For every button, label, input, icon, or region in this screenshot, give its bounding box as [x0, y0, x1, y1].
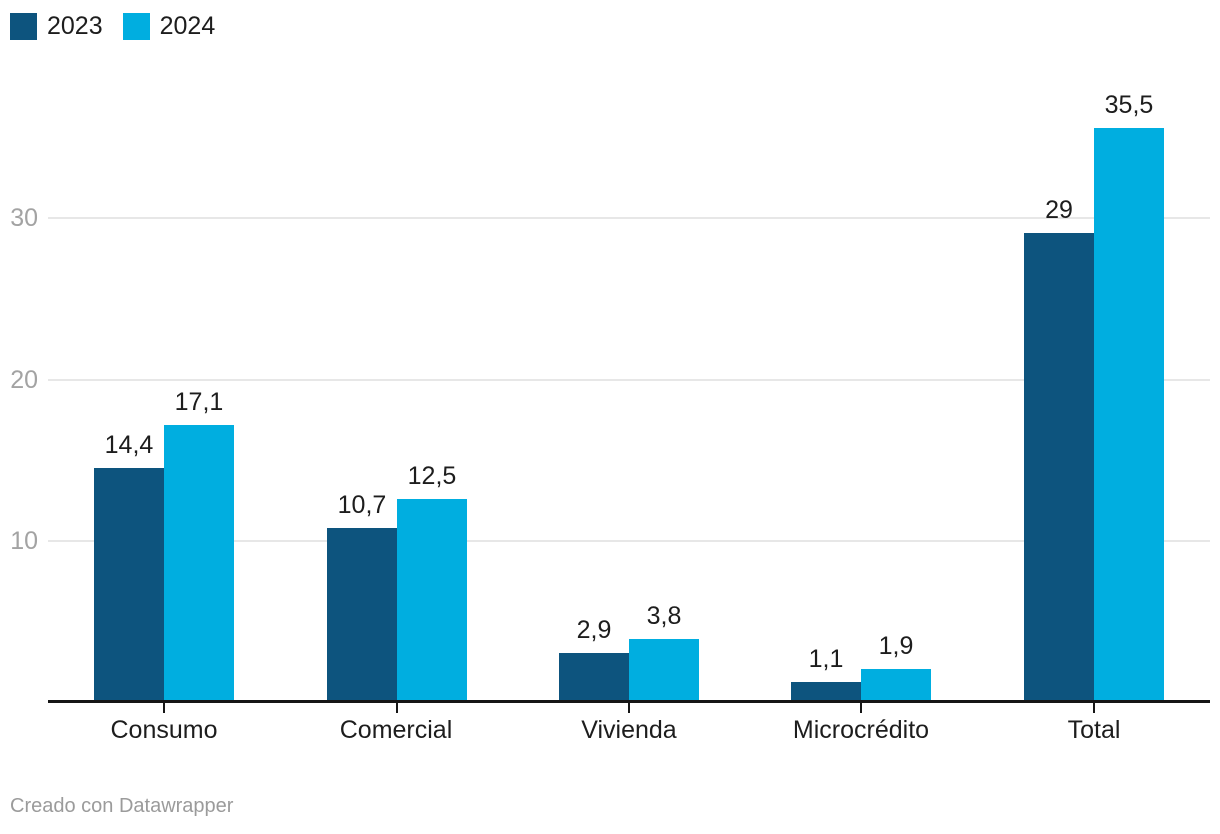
value-label-2023-consumo: 14,4 — [104, 431, 154, 459]
legend-item-2023: 2023 — [10, 13, 103, 40]
gridline-10 — [48, 540, 1210, 542]
legend-swatch-2024 — [122, 13, 150, 40]
y-tick-label-10: 10 — [10, 527, 38, 555]
x-axis-line — [48, 700, 1210, 703]
x-tick-total — [1093, 703, 1095, 713]
legend-label-2024: 2024 — [159, 12, 216, 40]
value-label-2024-vivienda: 3,8 — [646, 602, 682, 630]
bar-2023-comercial — [327, 528, 397, 700]
value-label-2024-microcredito: 1,9 — [878, 632, 914, 660]
category-label-microcredito: Microcrédito — [792, 716, 930, 744]
bar-2023-total — [1024, 233, 1094, 700]
bar-2024-microcredito — [861, 669, 931, 700]
value-label-2023-vivienda: 2,9 — [576, 616, 612, 644]
category-label-consumo: Consumo — [110, 716, 218, 744]
legend-item-2024: 2024 — [122, 12, 216, 40]
category-label-vivienda: Vivienda — [581, 716, 677, 744]
value-label-2023-microcredito: 1,1 — [808, 645, 844, 673]
legend-swatch-2023 — [10, 13, 37, 40]
bar-2023-consumo — [94, 468, 164, 700]
value-label-2024-total: 35,5 — [1104, 91, 1154, 119]
bar-2024-total — [1094, 128, 1164, 700]
value-label-2024-consumo: 17,1 — [174, 388, 224, 416]
bar-2024-comercial — [397, 499, 467, 700]
gridline-20 — [48, 379, 1210, 381]
x-tick-consumo — [163, 703, 165, 713]
bar-2024-vivienda — [629, 639, 699, 700]
bar-2023-vivienda — [559, 653, 629, 700]
gridline-30 — [48, 217, 1210, 219]
x-tick-vivienda — [628, 703, 630, 713]
datawrapper-credit-link[interactable]: Creado con Datawrapper — [10, 795, 234, 817]
value-label-2023-comercial: 10,7 — [337, 491, 387, 519]
legend-label-2023: 2023 — [47, 12, 103, 40]
value-label-2024-comercial: 12,5 — [407, 462, 457, 490]
bar-2023-microcredito — [791, 682, 861, 700]
y-tick-label-20: 20 — [10, 366, 38, 394]
x-tick-comercial — [396, 703, 398, 713]
bar-2024-consumo — [164, 425, 234, 700]
y-tick-label-30: 30 — [10, 204, 38, 232]
category-label-total: Total — [1067, 716, 1121, 744]
value-label-2023-total: 29 — [1045, 196, 1073, 224]
x-tick-microcredito — [860, 703, 862, 713]
legend: 2023 2024 — [10, 13, 215, 40]
category-label-comercial: Comercial — [339, 716, 453, 744]
